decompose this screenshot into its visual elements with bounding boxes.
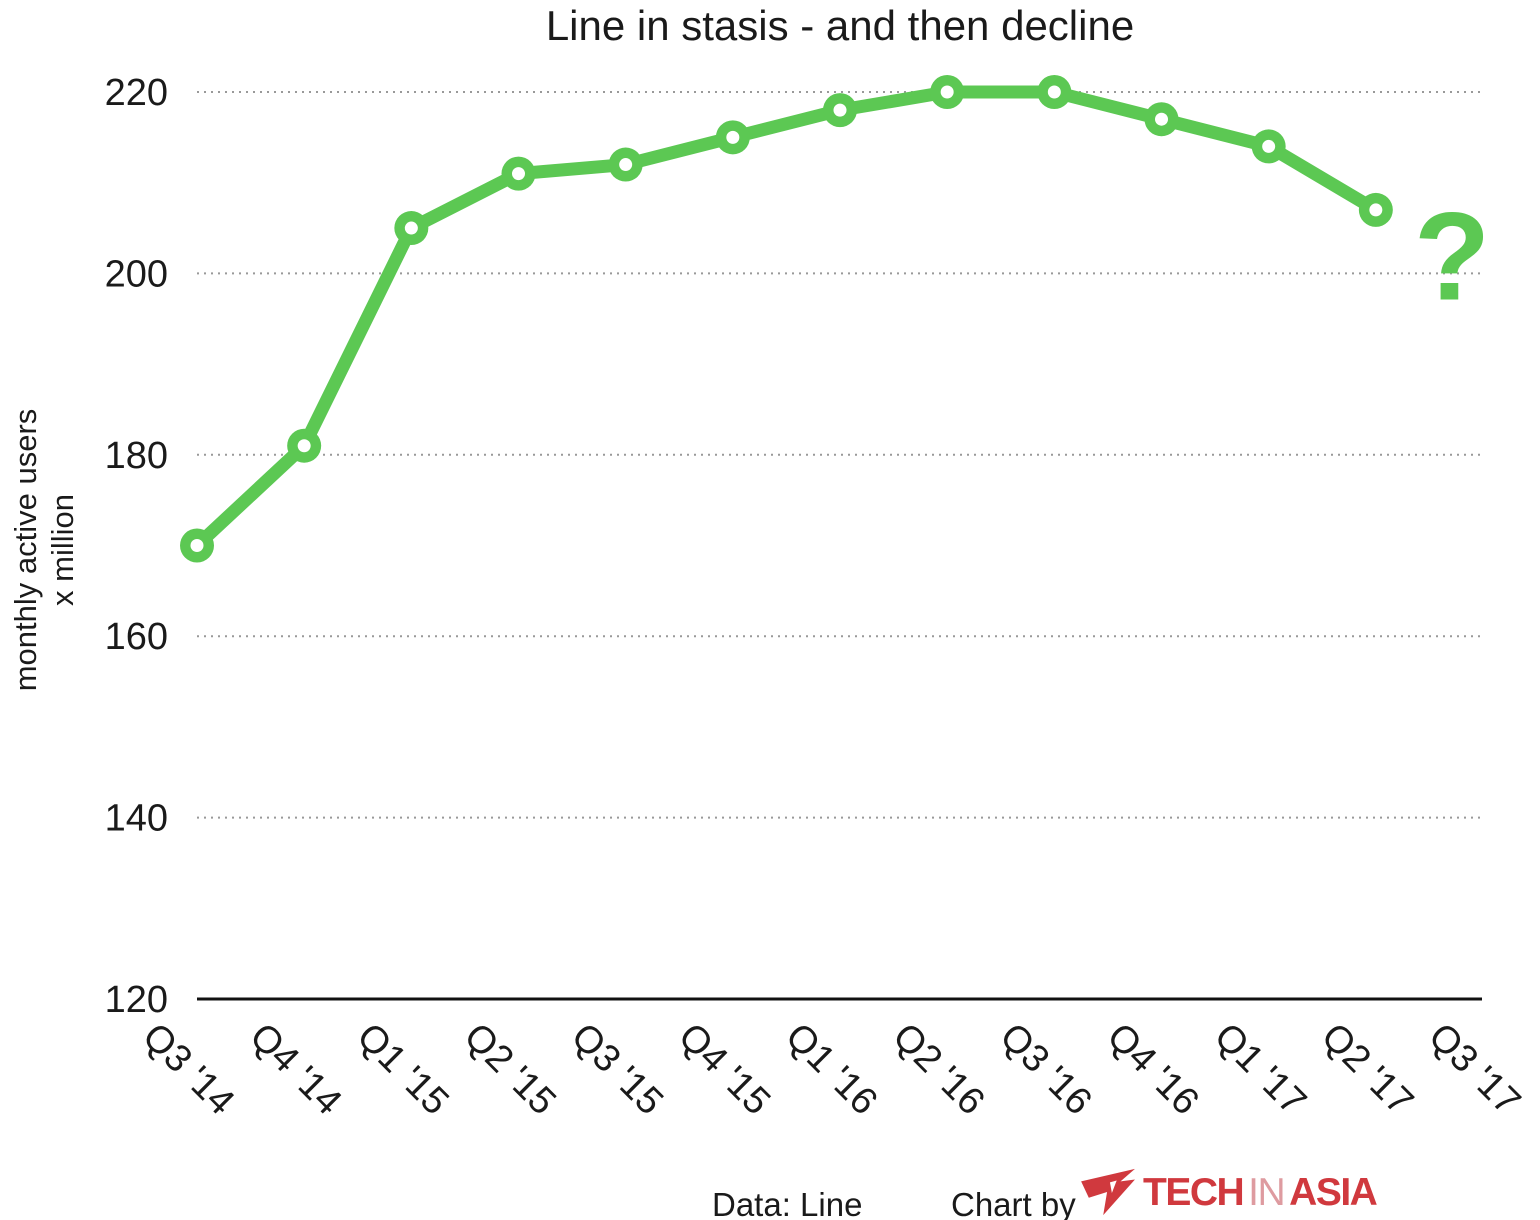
x-tick-label: Q1 '16 — [777, 1015, 885, 1123]
x-tick-label: Q3 '17 — [1420, 1015, 1528, 1123]
y-tick-label: 200 — [105, 253, 168, 295]
x-tick-label: Q3 '14 — [134, 1015, 242, 1123]
data-point-marker-hole — [512, 167, 525, 181]
y-tick-label: 160 — [105, 616, 168, 658]
data-point-marker-hole — [1369, 203, 1383, 217]
data-point-marker-hole — [404, 221, 418, 235]
x-tick-label: Q4 '16 — [1099, 1015, 1207, 1123]
x-tick-label: Q4 '14 — [241, 1015, 349, 1123]
line-series — [190, 85, 1383, 552]
x-tick-label: Q2 '17 — [1313, 1015, 1421, 1123]
data-point-marker-hole — [940, 85, 954, 99]
data-point-marker-hole — [190, 539, 204, 552]
data-point-marker-hole — [1047, 85, 1061, 99]
y-tick-label: 120 — [105, 979, 168, 1021]
chart-title: Line in stasis - and then decline — [545, 2, 1135, 49]
data-point-marker-hole — [1155, 112, 1168, 126]
x-tick-label: Q2 '16 — [884, 1015, 992, 1123]
data-point-marker-hole — [726, 130, 740, 144]
x-tick-label: Q3 '16 — [992, 1015, 1100, 1123]
data-point-marker-hole — [297, 439, 311, 453]
x-tick-label: Q1 '17 — [1206, 1015, 1314, 1123]
x-tick-label: Q3 '15 — [563, 1015, 671, 1123]
unknown-value-question-mark: ? — [1414, 187, 1490, 326]
x-tick-label: Q1 '15 — [349, 1015, 457, 1123]
y-tick-label: 140 — [105, 798, 168, 840]
x-tick-label: Q2 '15 — [456, 1015, 564, 1123]
y-tick-label: 180 — [105, 435, 168, 477]
data-point-marker-hole — [1262, 139, 1276, 153]
data-point-marker-hole — [619, 158, 633, 172]
x-tick-label: Q4 '15 — [670, 1015, 778, 1123]
data-point-marker-hole — [833, 103, 847, 117]
y-tick-label: 220 — [105, 72, 168, 114]
